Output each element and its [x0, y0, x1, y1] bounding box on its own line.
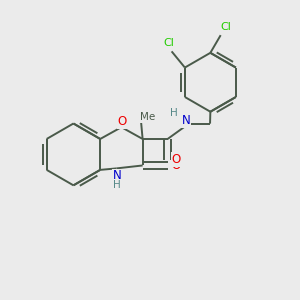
Text: N: N: [182, 114, 190, 127]
Text: Me: Me: [140, 112, 155, 122]
Text: O: O: [117, 116, 127, 128]
Text: H: H: [170, 108, 178, 118]
Text: O: O: [171, 159, 181, 172]
Text: Cl: Cl: [220, 22, 231, 32]
Text: O: O: [171, 153, 181, 166]
Text: N: N: [112, 169, 122, 182]
Text: H: H: [113, 180, 121, 190]
Text: Cl: Cl: [164, 38, 175, 48]
